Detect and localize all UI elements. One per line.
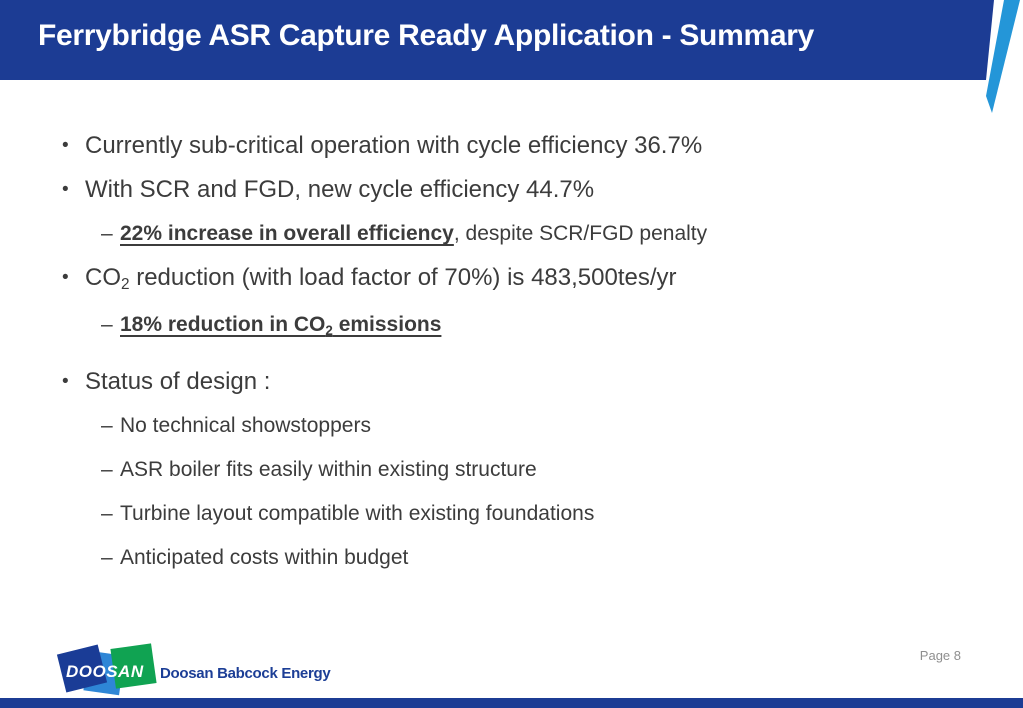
footer-brand-text: Doosan Babcock Energy bbox=[160, 665, 331, 682]
bullet-marker: – bbox=[101, 546, 113, 569]
bullet-text: ASR boiler fits easily within existing s… bbox=[120, 452, 537, 488]
slide-title: Ferrybridge ASR Capture Ready Applicatio… bbox=[38, 19, 814, 52]
bullet-text: 18% reduction in CO2 emissions bbox=[120, 307, 441, 345]
bullet-text: With SCR and FGD, new cycle efficiency 4… bbox=[85, 172, 594, 208]
bullet-text: No technical showstoppers bbox=[120, 408, 371, 444]
bullet-marker: • bbox=[62, 371, 69, 392]
header-accent-ribbon bbox=[986, 0, 1020, 113]
bottom-bar bbox=[0, 698, 1023, 708]
bullet-text-segment: Anticipated costs within budget bbox=[120, 546, 409, 569]
bullet-marker: • bbox=[62, 179, 69, 200]
bullet-marker: – bbox=[101, 414, 113, 437]
bullet-item: • CO2 reduction (with load factor of 70%)… bbox=[0, 260, 1023, 299]
bullet-text-segment: emissions bbox=[332, 313, 442, 336]
bullet-text: 22% increase in overall efficiency, desp… bbox=[120, 216, 707, 252]
bullet-text-segment: ASR boiler fits easily within existing s… bbox=[120, 458, 537, 481]
sub-bullet-item: – ASR boiler fits easily within existing … bbox=[0, 452, 1023, 488]
bullet-marker: – bbox=[101, 502, 113, 525]
bullet-marker: • bbox=[62, 135, 69, 156]
header-banner-graphic bbox=[0, 0, 1020, 113]
bullet-text-segment: , despite SCR/FGD penalty bbox=[453, 222, 708, 245]
bullet-marker: – bbox=[101, 458, 113, 481]
sub-bullet-item: –22% increase in overall efficiency, des… bbox=[0, 216, 1023, 252]
sub-bullet-item: – Anticipated costs within budget bbox=[0, 540, 1023, 576]
bullet-item: • With SCR and FGD, new cycle efficiency … bbox=[0, 172, 1023, 208]
subscript-text: 2 bbox=[121, 276, 130, 294]
bullet-marker: – bbox=[101, 313, 113, 336]
doosan-logo: DOOSAN bbox=[56, 640, 160, 698]
bullet-text: Currently sub-critical operation with cy… bbox=[85, 128, 702, 164]
bullet-text: Anticipated costs within budget bbox=[120, 540, 408, 576]
sub-bullet-item: –18% reduction in CO2 emissions bbox=[0, 307, 1023, 345]
bullet-text-segment: Turbine layout compatible with existing … bbox=[120, 502, 595, 525]
bullet-list: • Currently sub-critical operation with c… bbox=[0, 128, 1023, 584]
bullet-text-segment: 22% increase in overall efficiency bbox=[120, 222, 454, 245]
page-number: Page 8 bbox=[919, 648, 961, 663]
bullet-text-segment: 18% reduction in CO bbox=[120, 313, 326, 336]
bullet-text: CO2 reduction (with load factor of 70%) … bbox=[85, 260, 677, 299]
bullet-item: • Currently sub-critical operation with c… bbox=[0, 128, 1023, 164]
header-navy-bar bbox=[0, 0, 994, 80]
doosan-logo-text: DOOSAN bbox=[66, 662, 144, 681]
bullet-text-segment: No technical showstoppers bbox=[120, 414, 371, 437]
subscript-text: 2 bbox=[325, 322, 333, 338]
bullet-text-segment: Currently sub-critical operation with cy… bbox=[85, 132, 703, 159]
sub-bullet-item: – Turbine layout compatible with existing… bbox=[0, 496, 1023, 532]
bullet-text-segment: With SCR and FGD, new cycle efficiency 4… bbox=[85, 176, 595, 203]
bullet-text: Status of design : bbox=[85, 364, 270, 400]
bullet-marker: • bbox=[62, 267, 69, 288]
bullet-text-segment: 2 bbox=[121, 264, 130, 294]
bullet-text-segment: 2 bbox=[325, 313, 333, 338]
bullet-text: Turbine layout compatible with existing … bbox=[120, 496, 594, 532]
bullet-item: • Status of design : bbox=[0, 364, 1023, 400]
bullet-text-segment: CO bbox=[85, 264, 121, 291]
sub-bullet-item: – No technical showstoppers bbox=[0, 408, 1023, 444]
slide-header: Ferrybridge ASR Capture Ready Applicatio… bbox=[0, 0, 1023, 118]
bullet-marker: – bbox=[101, 222, 113, 245]
bullet-text-segment: Status of design : bbox=[85, 368, 271, 395]
bullet-text-segment: reduction (with load factor of 70%) is 4… bbox=[129, 264, 677, 291]
